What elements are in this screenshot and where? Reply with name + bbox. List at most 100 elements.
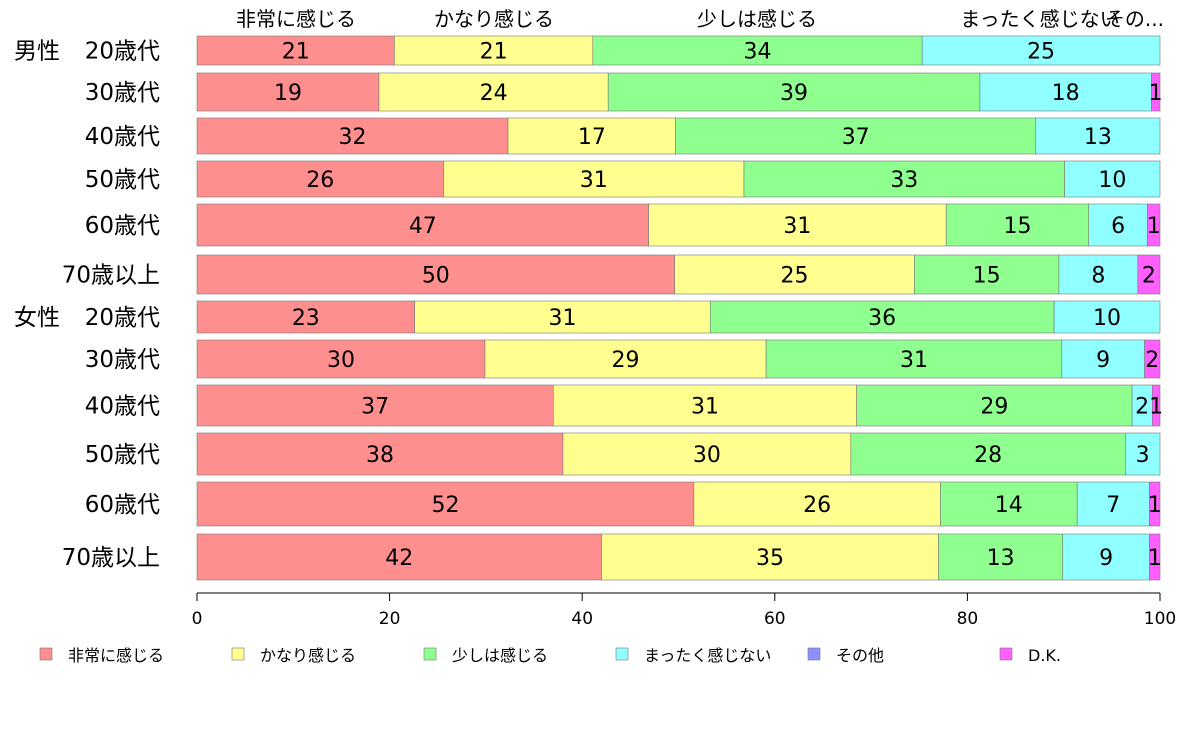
group-label: 男性	[14, 39, 60, 65]
bar-value-label: 36	[868, 306, 896, 331]
row-label: 60歳代	[85, 492, 160, 518]
row-label: 50歳代	[85, 167, 160, 193]
bar-value-label: 1	[1147, 214, 1161, 239]
bar-value-label: 1	[1149, 81, 1163, 106]
bar-value-label: 9	[1099, 546, 1113, 571]
bar-segment	[196, 339, 486, 379]
top-series-label: 非常に感じる	[236, 7, 356, 31]
x-tick-label: 80	[957, 609, 979, 629]
bar-value-label: 29	[980, 395, 1008, 420]
bar-value-label: 31	[900, 348, 928, 373]
legend-swatch	[999, 647, 1013, 661]
bar-segment	[1144, 339, 1161, 379]
bar-segment	[196, 72, 380, 112]
bar-segment	[648, 203, 947, 247]
bar-segment	[196, 533, 602, 581]
legend-label: D.K.	[1028, 646, 1061, 665]
row-label: 60歳代	[85, 213, 160, 239]
bar-value-label: 31	[548, 306, 576, 331]
bar-value-label: 31	[580, 168, 608, 193]
bar-segment	[938, 533, 1064, 581]
legend-swatch	[39, 647, 53, 661]
row-label: 70歳以上	[62, 545, 160, 571]
bar-segment	[1035, 117, 1161, 155]
bar-segment	[1053, 300, 1161, 334]
bar-segment	[850, 432, 1126, 476]
legend-swatch	[615, 647, 629, 661]
legend-swatch	[807, 647, 821, 661]
bar-value-label: 9	[1096, 348, 1110, 373]
bar-segment	[675, 117, 1037, 155]
row-label: 30歳代	[85, 347, 160, 373]
bar-segment	[945, 203, 1090, 247]
bar-value-label: 13	[987, 546, 1015, 571]
bar-segment	[693, 481, 941, 527]
bar-segment	[914, 254, 1060, 295]
row-label: 40歳代	[85, 124, 160, 150]
x-tick-label: 0	[192, 609, 203, 629]
bar-value-label: 30	[327, 348, 355, 373]
bar-segment	[709, 300, 1055, 334]
bar-segment	[1151, 72, 1161, 112]
bar-value-label: 1	[1148, 546, 1162, 571]
bar-segment	[553, 384, 857, 427]
bar-value-label: 2	[1135, 395, 1149, 420]
bar-value-label: 25	[781, 264, 809, 289]
bar-segment	[979, 72, 1152, 112]
x-tick-label: 40	[571, 609, 593, 629]
bar-segment	[1149, 533, 1161, 581]
bar-value-label: 33	[890, 168, 918, 193]
bar-segment	[1064, 160, 1161, 198]
bar-segment	[1061, 339, 1145, 379]
legend-label: 非常に感じる	[68, 646, 164, 665]
bar-segment	[196, 300, 415, 334]
bar-value-label: 30	[693, 443, 721, 468]
top-series-label: まったく感じない	[960, 7, 1119, 31]
bar-value-label: 25	[1027, 40, 1055, 65]
bar-segment	[1088, 203, 1148, 247]
bar-segment	[856, 384, 1133, 427]
legend-label: 少しは感じる	[452, 646, 548, 665]
bar-value-label: 26	[803, 493, 831, 518]
bar-segment	[196, 384, 554, 427]
bar-segment	[196, 254, 675, 295]
bar-segment	[378, 72, 609, 112]
bar-segment	[414, 300, 711, 334]
bar-segment	[592, 35, 923, 66]
row-label: 30歳代	[85, 80, 160, 106]
bar-segment	[607, 72, 981, 112]
legend-label: かなり感じる	[260, 646, 356, 665]
bar-segment	[196, 160, 444, 198]
bar-segment	[921, 35, 1161, 66]
bar-value-label: 38	[366, 443, 394, 468]
bar-value-label: 14	[995, 493, 1023, 518]
bar-value-label: 32	[339, 125, 367, 150]
bar-segment	[674, 254, 915, 295]
bar-value-label: 26	[306, 168, 334, 193]
bar-segment	[1058, 254, 1139, 295]
bar-segment	[601, 533, 939, 581]
bar-segment	[196, 35, 395, 66]
bar-value-label: 15	[973, 264, 1001, 289]
bar-segment	[940, 481, 1078, 527]
legend-label: その他	[836, 646, 884, 665]
bar-segment	[196, 203, 649, 247]
bar-value-label: 21	[282, 40, 310, 65]
bar-value-label: 18	[1052, 81, 1080, 106]
row-label: 50歳代	[85, 442, 160, 468]
bar-segment	[743, 160, 1065, 198]
bar-segment	[1125, 432, 1161, 476]
bar-value-label: 10	[1093, 306, 1121, 331]
row-label: 20歳代	[85, 39, 160, 65]
bar-value-label: 21	[480, 40, 508, 65]
bar-value-label: 42	[385, 546, 413, 571]
x-tick-label: 20	[379, 609, 401, 629]
bar-value-label: 34	[743, 40, 771, 65]
bar-segment	[1137, 254, 1161, 295]
bar-value-label: 1	[1148, 493, 1162, 518]
bar-value-label: 29	[612, 348, 640, 373]
top-series-label: 少しは感じる	[697, 7, 817, 31]
bar-value-label: 28	[974, 443, 1002, 468]
bar-value-label: 52	[431, 493, 459, 518]
bar-value-label: 13	[1084, 125, 1112, 150]
